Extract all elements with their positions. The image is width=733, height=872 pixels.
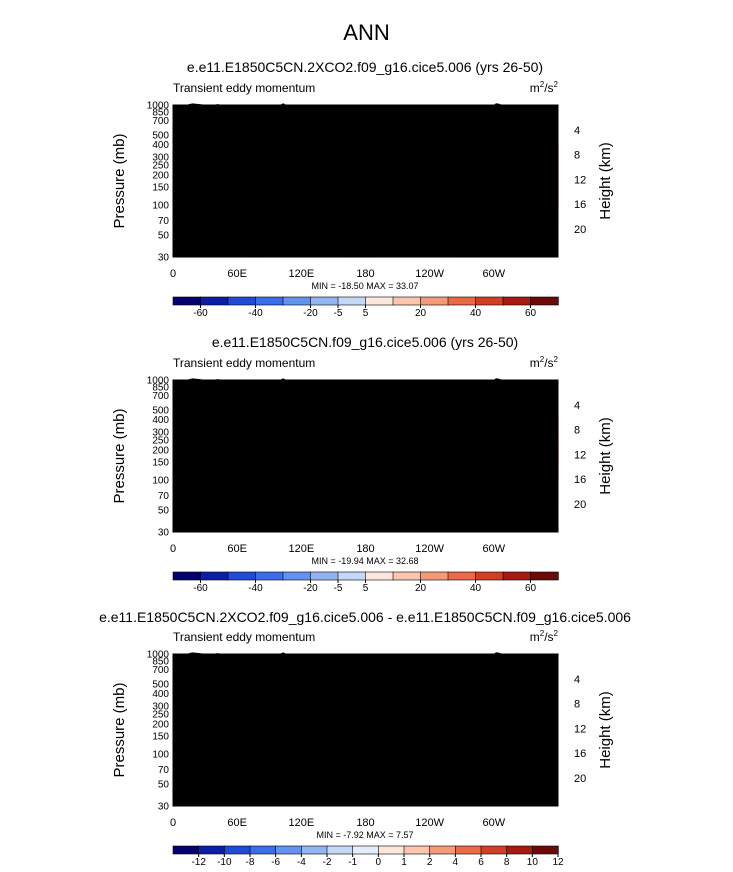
- units-label: m2/s2: [530, 80, 559, 95]
- panel-subtitle: Transient eddy momentum: [173, 81, 315, 95]
- figure-canvas: e.e11.E1850C5CN.2XCO2.f09_g16.cice5.006 …: [0, 0, 733, 872]
- panel-title: e.e11.E1850C5CN.2XCO2.f09_g16.cice5.006 …: [187, 59, 543, 75]
- panel-1: e.e11.E1850C5CN.2XCO2.f09_g16.cice5.006 …: [111, 59, 614, 319]
